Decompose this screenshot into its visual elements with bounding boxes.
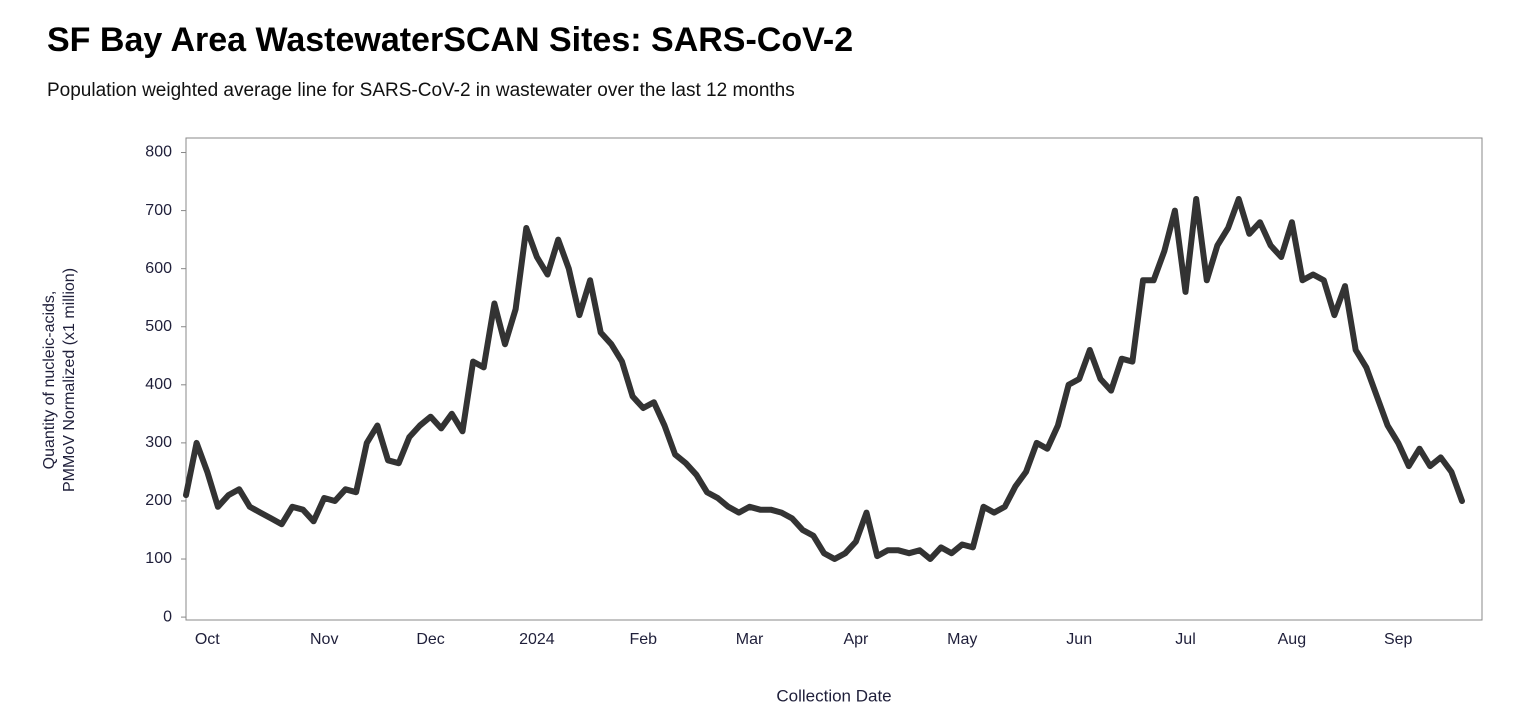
x-tick-label: Jun	[1066, 631, 1092, 648]
y-axis-label: PMMoV Normalized (x1 million)	[61, 268, 78, 492]
x-tick-label: Oct	[195, 631, 220, 648]
x-tick-label: Apr	[843, 631, 869, 648]
chart-subtitle: Population weighted average line for SAR…	[47, 80, 795, 101]
x-axis-label: Collection Date	[776, 686, 891, 705]
x-tick-label: Nov	[310, 631, 338, 648]
x-tick-label: Jul	[1175, 631, 1195, 648]
x-tick-label: May	[947, 631, 977, 648]
x-tick-label: 2024	[519, 631, 555, 648]
y-tick-label: 500	[145, 318, 172, 335]
y-tick-label: 600	[145, 260, 172, 277]
y-tick-label: 400	[145, 376, 172, 393]
plot-frame	[185, 137, 1483, 621]
x-tick-label: Aug	[1278, 631, 1306, 648]
chart-title: SF Bay Area WastewaterSCAN Sites: SARS-C…	[47, 21, 853, 59]
y-tick-label: 800	[145, 144, 172, 161]
x-tick-label: Dec	[416, 631, 444, 648]
y-axis-label: Quantity of nucleic-acids,	[41, 291, 58, 470]
x-tick-label: Mar	[736, 631, 764, 648]
data-line	[183, 196, 1465, 562]
y-tick-label: 0	[163, 608, 172, 625]
y-tick-label: 200	[145, 492, 172, 509]
y-tick-label: 300	[145, 434, 172, 451]
y-tick-label: 700	[145, 202, 172, 219]
y-tick-label: 100	[145, 550, 172, 567]
x-tick-label: Sep	[1384, 631, 1413, 648]
x-tick-label: Feb	[629, 631, 657, 648]
